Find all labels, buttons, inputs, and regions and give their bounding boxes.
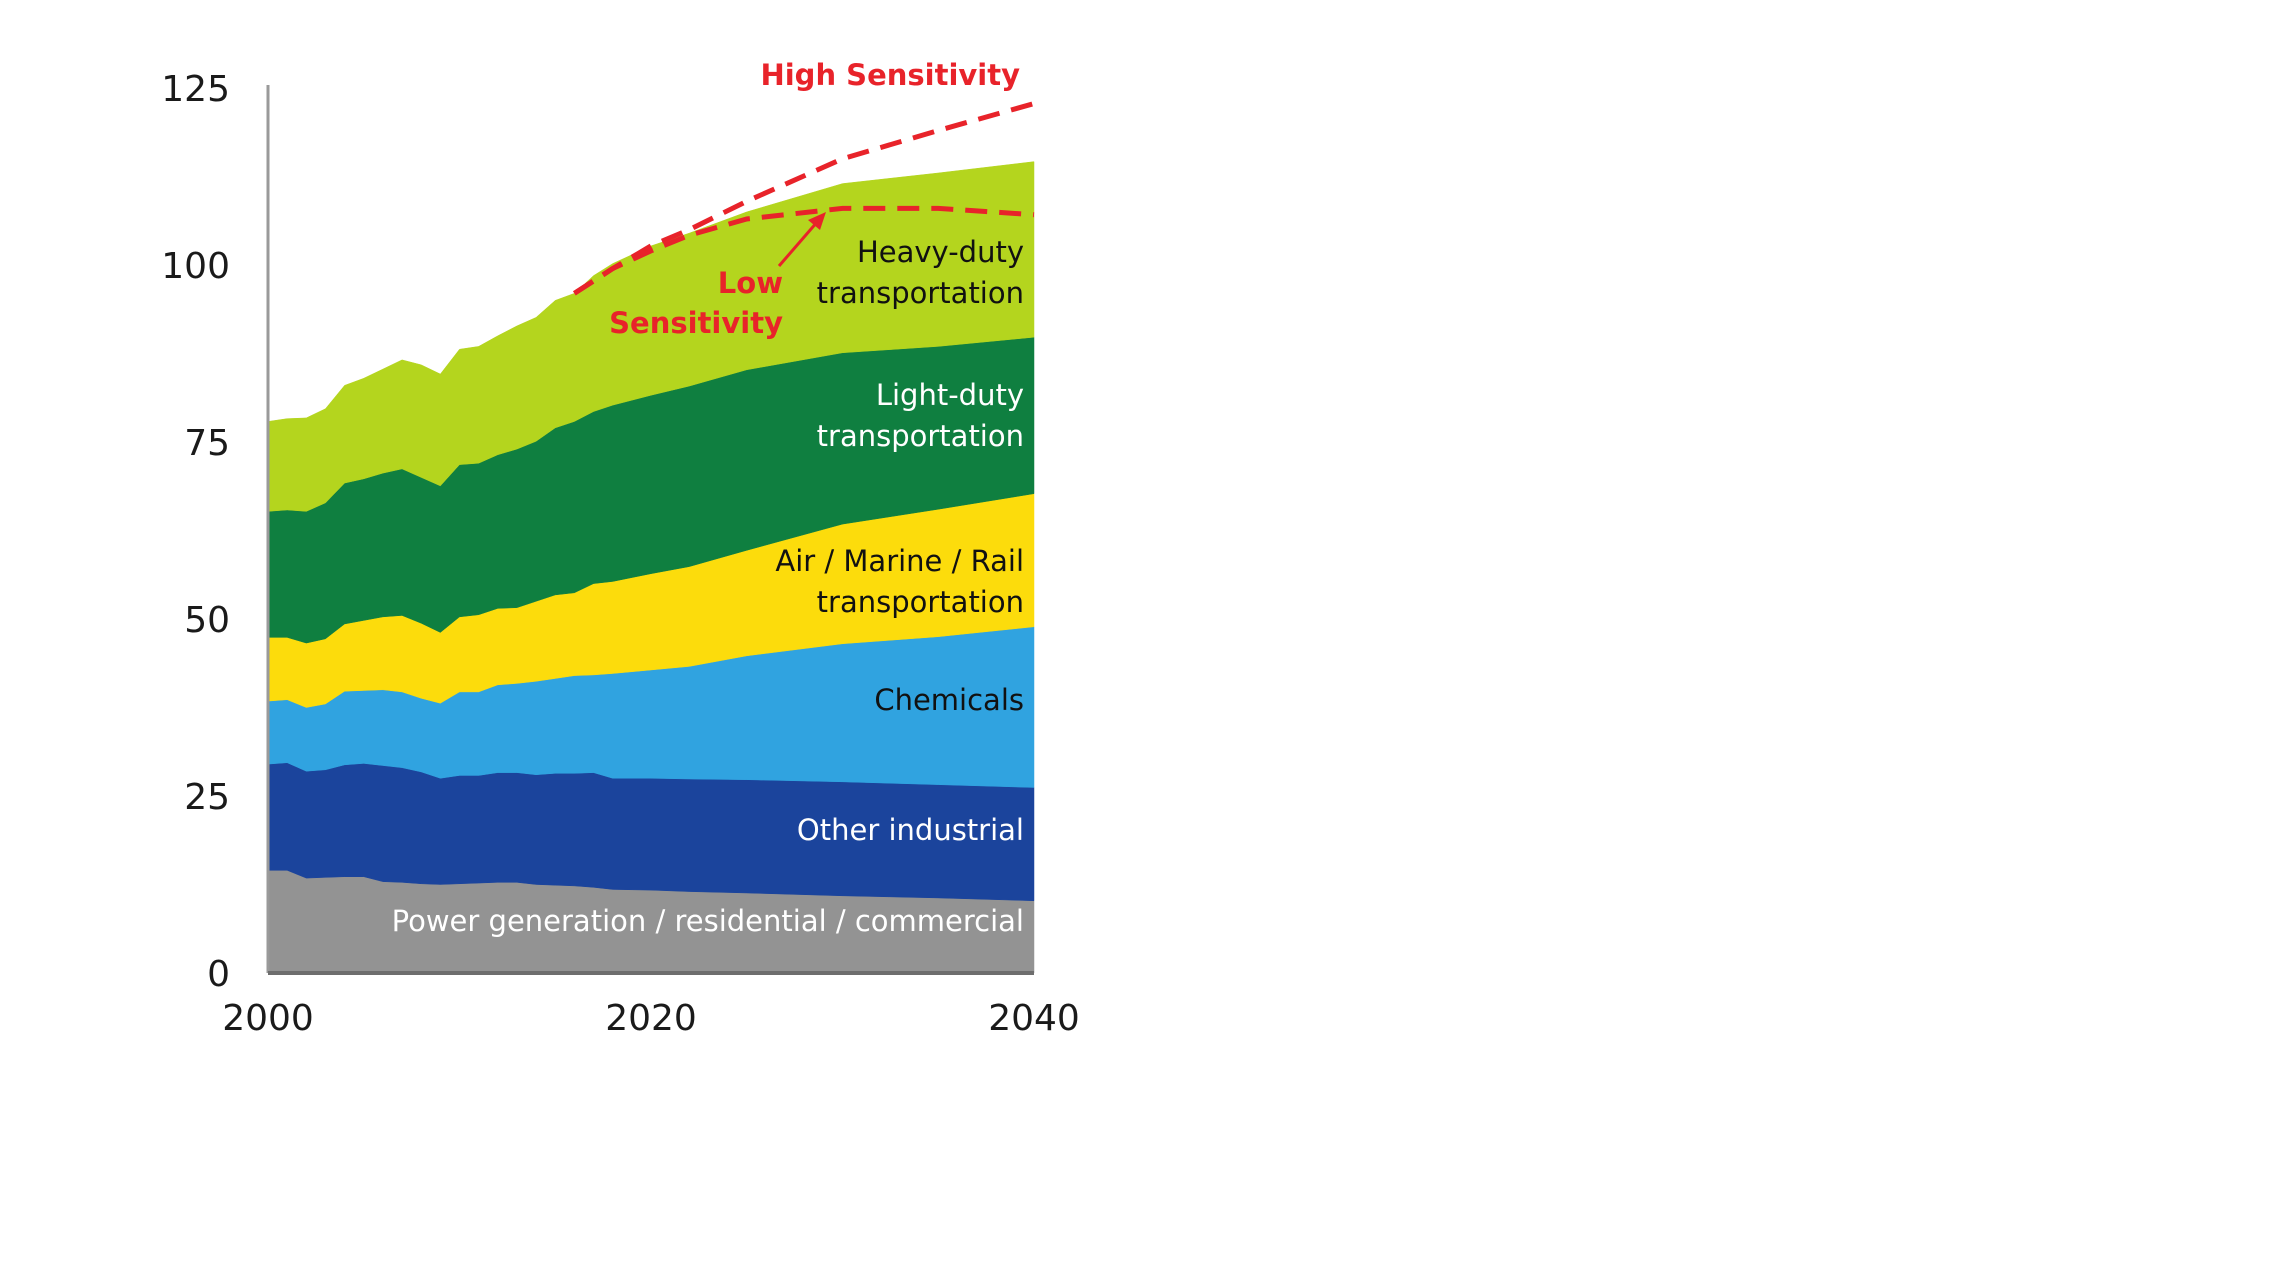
low-sensitivity-label: Sensitivity: [609, 306, 783, 340]
low-sensitivity-arrow: [777, 220, 820, 267]
series-label-other-industrial: Other industrial: [797, 813, 1024, 847]
y-tick-label: 25: [184, 777, 230, 818]
low-sensitivity-label: Low: [718, 266, 783, 300]
x-tick-label: 2000: [222, 998, 314, 1039]
y-tick-label: 125: [161, 69, 230, 110]
y-tick-label: 50: [184, 600, 230, 641]
series-label-heavy-duty: transportation: [817, 276, 1024, 310]
series-label-power-residential-commercial: Power generation / residential / commerc…: [392, 904, 1024, 938]
y-tick-label: 0: [207, 954, 230, 995]
series-label-light-duty: transportation: [817, 419, 1024, 453]
low-sensitivity-line: [573, 205, 1035, 296]
series-label-chemicals: Chemicals: [874, 683, 1024, 717]
y-tick-label: 75: [184, 423, 230, 464]
high-sensitivity-label: High Sensitivity: [760, 58, 1020, 92]
area-heavy-duty: [267, 161, 1035, 512]
y-tick-label: 100: [161, 246, 230, 287]
x-tick-label: 2020: [605, 998, 697, 1039]
series-label-air-marine-rail: Air / Marine / Rail: [775, 544, 1024, 578]
series-label-air-marine-rail: transportation: [817, 585, 1024, 619]
x-tick-label: 2040: [988, 998, 1080, 1039]
series-label-light-duty: Light-duty: [876, 378, 1024, 412]
arrowhead-icon: [808, 212, 826, 230]
series-label-heavy-duty: Heavy-duty: [857, 235, 1024, 269]
